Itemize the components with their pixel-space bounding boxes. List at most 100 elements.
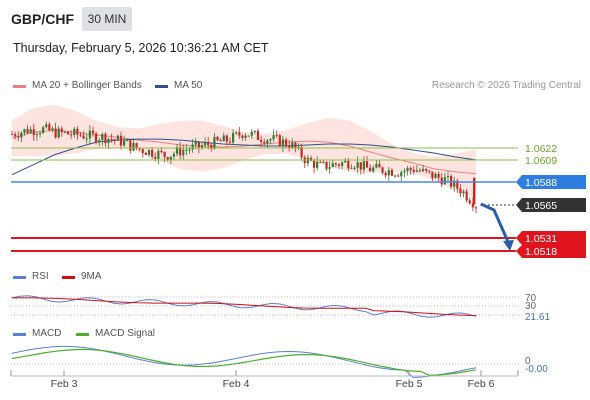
candle-body [213,136,216,149]
candle-body [222,135,225,142]
candle-body [101,134,104,141]
candle-body [322,161,325,163]
x-tick-label: Feb 3 [51,378,78,390]
macd-swatch-icon [13,333,26,336]
candle-body [297,146,300,149]
candle-body [51,128,54,131]
candle-body [191,144,194,150]
candle-body [194,141,197,145]
candle-body [76,128,79,135]
candle-body [225,135,228,142]
x-tick-label: Feb 6 [468,378,495,390]
macd-signal-line [11,348,477,376]
candle-body [459,188,462,194]
legend-rsi-label: RSI [32,271,49,282]
legend-rsi: RSI [13,271,49,282]
candle-body [169,156,172,161]
legend-rsi-ma: 9MA [62,271,102,282]
candle-body [45,124,48,128]
candle-body [403,171,406,173]
candle-body [17,136,20,138]
candle-body [85,138,88,140]
candle-body [328,167,331,169]
candle-body [418,170,422,172]
x-tick-label: Feb 5 [396,378,423,390]
candle-body [288,145,291,148]
candle-body [434,173,437,179]
candle-body [253,130,256,132]
candle-body [369,167,372,172]
timeframe-button[interactable]: 30 MIN [82,7,132,31]
candle-body [32,129,35,136]
candle-body [409,168,412,170]
candle-body [247,135,250,137]
rsi-line [11,295,477,318]
candle-body [473,177,476,205]
candle-body [300,146,303,158]
support-badge-1 [516,231,586,245]
candle-body [250,131,253,136]
macd-value-label: -0.00 [525,364,548,375]
support-badge-2 [516,245,586,258]
candle-body [23,129,26,133]
legend-macd-signal-label: MACD Signal [95,328,156,339]
candle-body [474,207,478,209]
candle-body [219,140,222,142]
candle-body [166,157,169,161]
candle-body [94,133,98,143]
candle-body [48,124,51,131]
candle-body [197,141,200,148]
candle-body [325,161,328,169]
legend-macd-label: MACD [32,328,62,339]
candle-body [390,170,394,176]
candle-body [123,140,126,146]
candle-body [241,135,244,138]
macd-signal-swatch-icon [76,333,89,336]
candle-body [440,177,443,185]
candle-body [275,135,278,137]
support-label-2: 1.0518 [525,246,557,258]
candle-body [57,128,60,138]
candle-body [372,167,375,172]
candle-body [20,132,23,138]
candle-body [210,144,213,149]
candle-body [35,134,39,136]
legend-rsi-ma-label: 9MA [81,271,102,282]
x-tick-label: Feb 4 [223,378,250,390]
candle-body [356,162,359,168]
pivot-badge [516,175,586,189]
candle-body [200,145,204,148]
candle-body [362,161,365,170]
candle-body [465,191,468,201]
candle-body [359,162,362,170]
candle-body [82,135,85,139]
candle-body [38,133,42,135]
candle-body [453,180,456,187]
ma50-swatch-icon [155,85,168,88]
candle-body [344,160,347,163]
candle-body [378,164,381,168]
candle-body [309,157,313,161]
candle-body [138,148,141,150]
rsi-panel: 70 30 21.61 [11,293,550,323]
resistance-label-2: 1.0609 [525,155,557,167]
resistance-label-1: 1.0622 [525,143,557,155]
candle-body [147,149,151,155]
macd-panel: 0 -0.00 [11,345,548,379]
symbol-title: GBP/CHF [11,11,74,27]
candle-body [462,191,465,194]
candle-body [107,138,110,144]
candle-body [91,130,95,134]
candle-body [235,132,238,134]
candle-body [141,149,144,154]
candle-body [207,142,210,145]
candle-body [110,138,113,140]
candle-body [160,150,163,153]
forecast-arrow-head-icon [503,240,514,251]
support-label-1: 1.0531 [525,233,557,245]
candle-body [291,142,294,148]
candle-body [415,170,418,172]
candle-body [443,177,446,185]
candle-body [278,135,281,147]
candle-body [29,129,32,134]
